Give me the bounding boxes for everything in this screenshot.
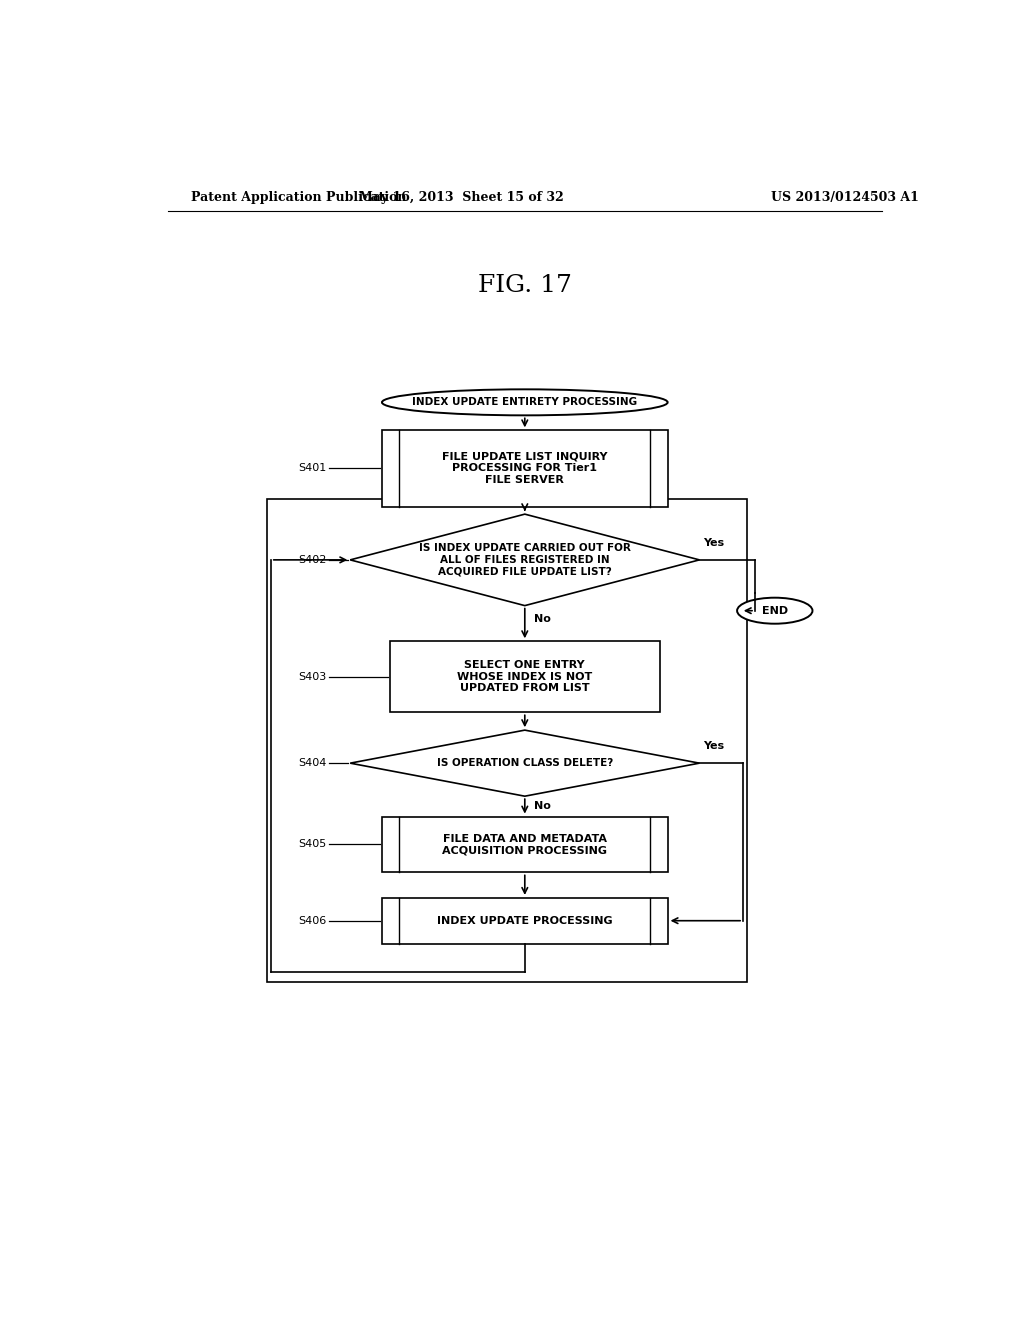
- Text: S403: S403: [298, 672, 327, 681]
- Text: No: No: [535, 801, 551, 812]
- Text: END: END: [762, 606, 787, 615]
- Ellipse shape: [382, 389, 668, 416]
- Text: Yes: Yes: [703, 741, 725, 751]
- Text: IS INDEX UPDATE CARRIED OUT FOR
ALL OF FILES REGISTERED IN
ACQUIRED FILE UPDATE : IS INDEX UPDATE CARRIED OUT FOR ALL OF F…: [419, 544, 631, 577]
- Polygon shape: [350, 730, 699, 796]
- Bar: [267, 499, 748, 982]
- Text: INDEX UPDATE ENTIRETY PROCESSING: INDEX UPDATE ENTIRETY PROCESSING: [413, 397, 637, 408]
- Bar: [382, 817, 668, 873]
- Text: IS OPERATION CLASS DELETE?: IS OPERATION CLASS DELETE?: [436, 758, 613, 768]
- Text: S404: S404: [298, 758, 327, 768]
- Text: May 16, 2013  Sheet 15 of 32: May 16, 2013 Sheet 15 of 32: [359, 190, 563, 203]
- Text: FIG. 17: FIG. 17: [478, 275, 571, 297]
- Text: US 2013/0124503 A1: US 2013/0124503 A1: [771, 190, 919, 203]
- Text: S405: S405: [298, 840, 327, 850]
- Text: FILE UPDATE LIST INQUIRY
PROCESSING FOR Tier1
FILE SERVER: FILE UPDATE LIST INQUIRY PROCESSING FOR …: [442, 451, 607, 484]
- Bar: [390, 642, 659, 713]
- Text: S402: S402: [298, 554, 327, 565]
- Text: Yes: Yes: [703, 537, 725, 548]
- Text: S406: S406: [298, 916, 327, 925]
- Text: Patent Application Publication: Patent Application Publication: [191, 190, 407, 203]
- Polygon shape: [350, 515, 699, 606]
- Text: INDEX UPDATE PROCESSING: INDEX UPDATE PROCESSING: [437, 916, 612, 925]
- Text: No: No: [535, 614, 551, 624]
- Bar: [382, 430, 668, 507]
- Ellipse shape: [737, 598, 812, 624]
- Text: SELECT ONE ENTRY
WHOSE INDEX IS NOT
UPDATED FROM LIST: SELECT ONE ENTRY WHOSE INDEX IS NOT UPDA…: [457, 660, 593, 693]
- Text: FILE DATA AND METADATA
ACQUISITION PROCESSING: FILE DATA AND METADATA ACQUISITION PROCE…: [442, 834, 607, 855]
- Bar: [382, 898, 668, 944]
- Text: S401: S401: [298, 463, 327, 474]
